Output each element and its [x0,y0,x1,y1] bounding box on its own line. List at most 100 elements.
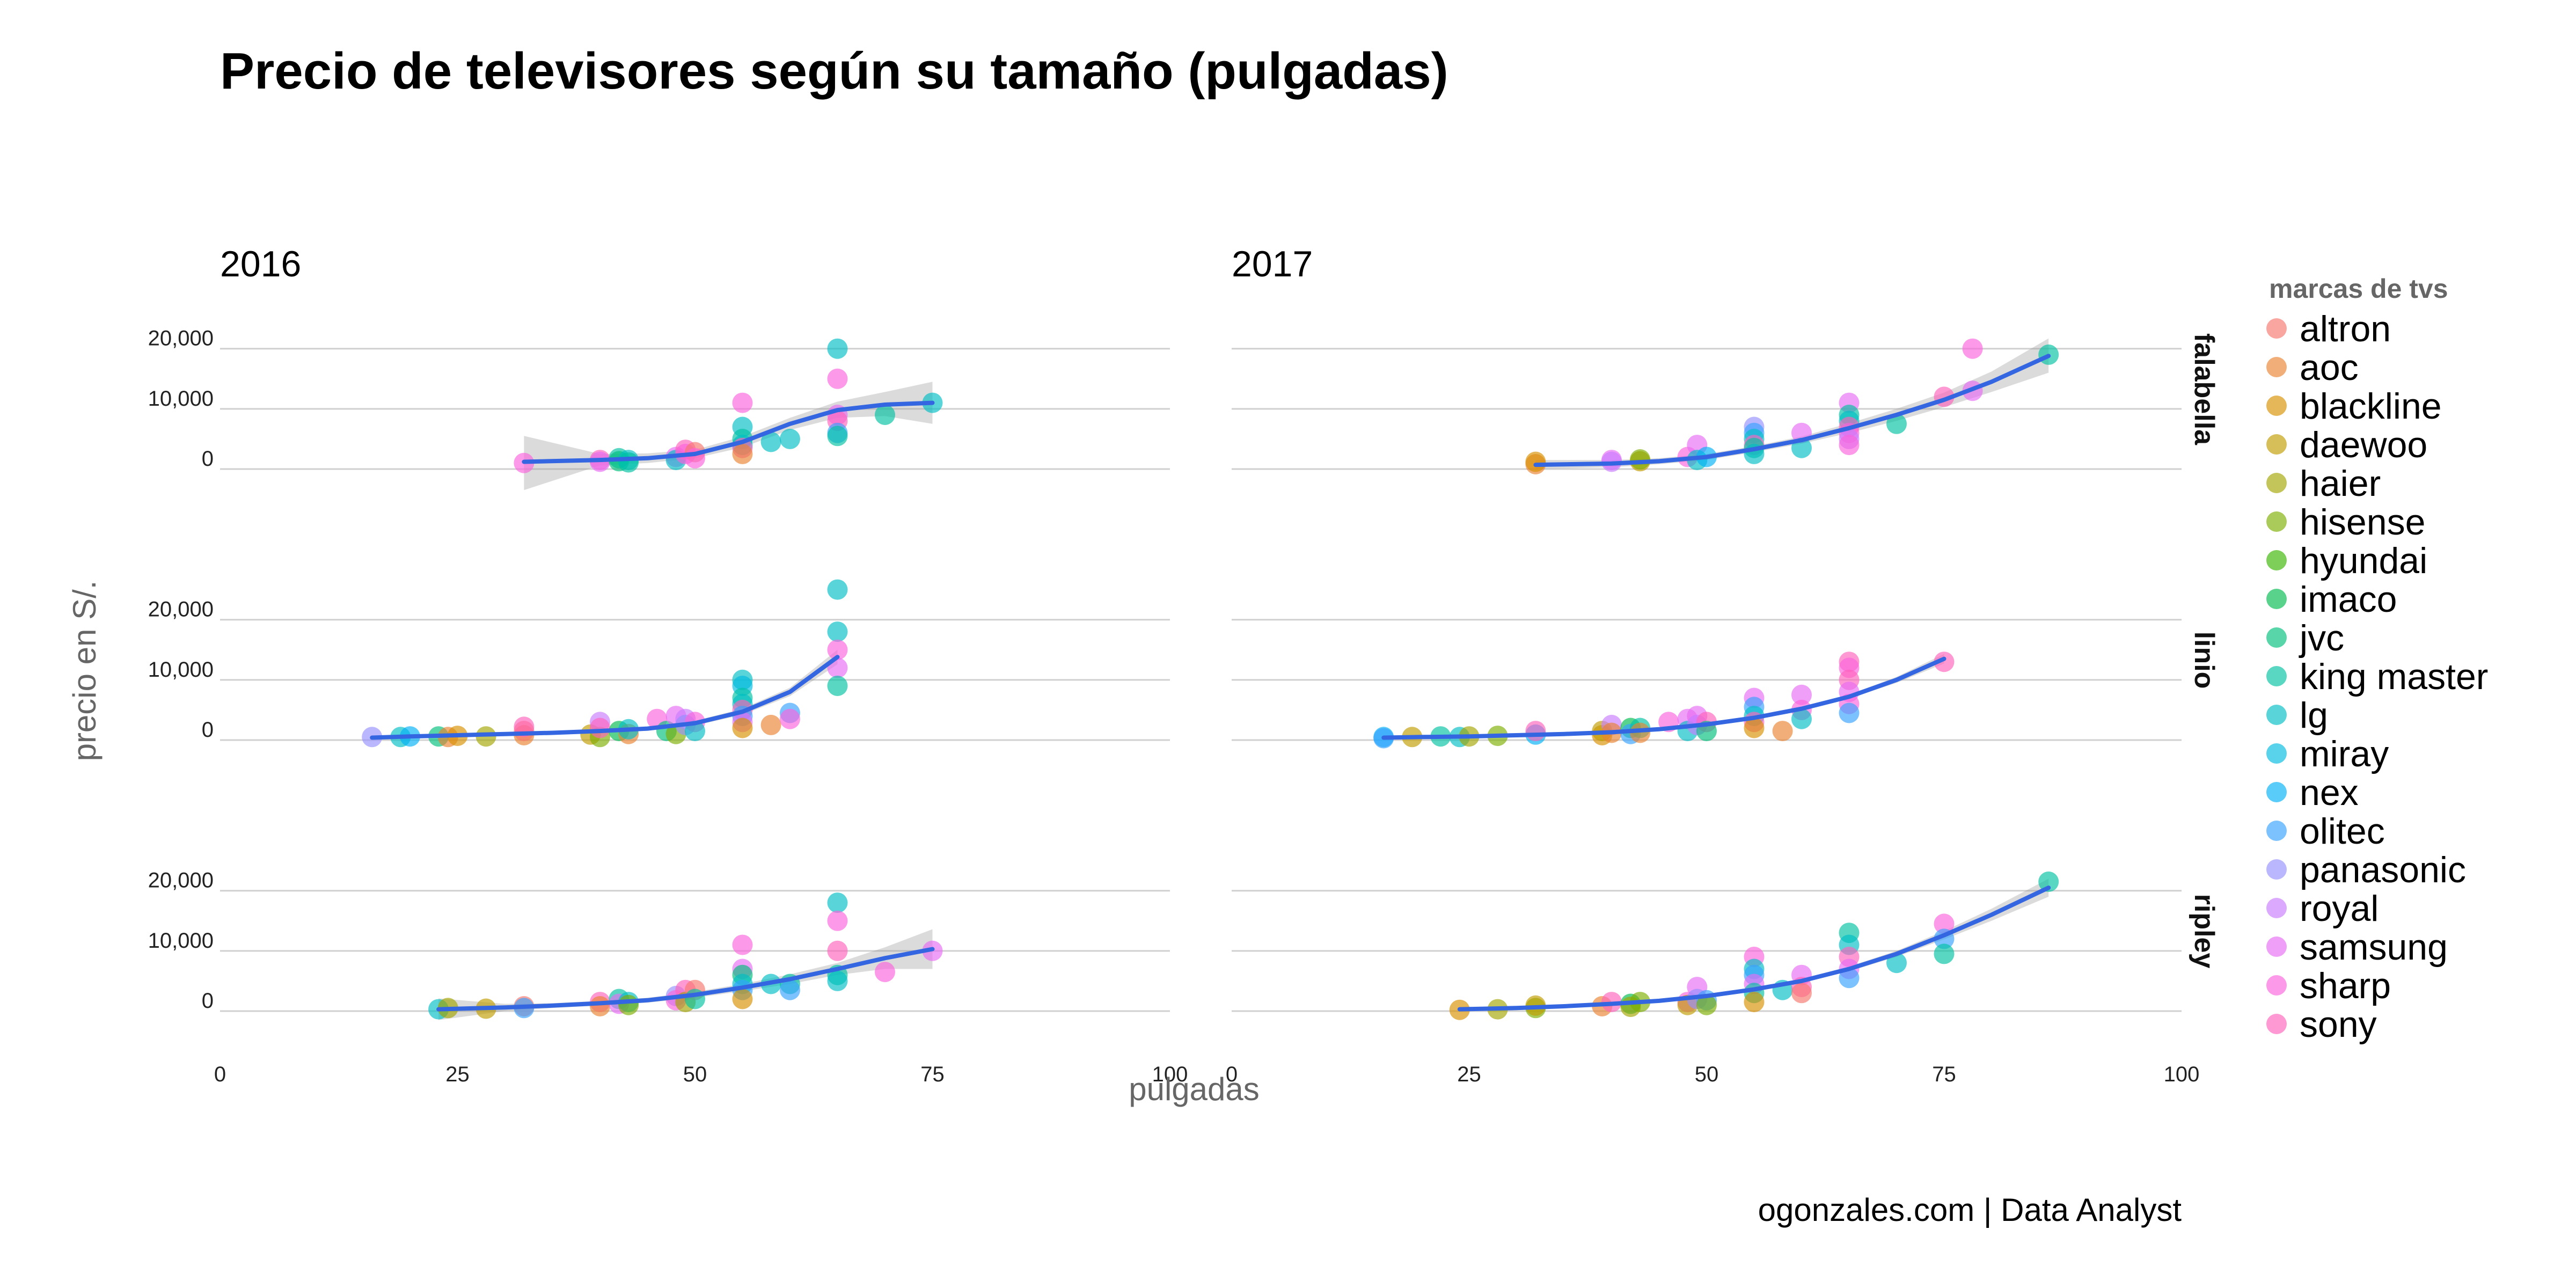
trend-line [1533,354,2051,467]
legend-label-hyundai: hyundai [2300,540,2427,581]
legend-key-royal [2266,898,2287,918]
legend-label-sharp: sharp [2300,965,2391,1006]
legend-key-king-master [2266,666,2287,686]
legend-key-samsung [2266,936,2287,957]
point-king-master [2038,871,2059,892]
y-tick-label: 20,000 [148,327,214,350]
x-axis-title: pulgadas [1129,1071,1260,1107]
trend-line [1457,885,2051,1012]
panel-2017-ripley [1232,871,2182,1020]
point-sony [1525,721,1546,742]
trend-line [436,947,935,1012]
point-blackline [732,718,753,738]
legend-label-altron: altron [2300,309,2391,349]
point-blackline [732,989,753,1009]
point-sharp [732,934,753,955]
x-tick-label: 0 [1226,1063,1238,1086]
y-tick-label: 20,000 [148,869,214,892]
x-axis: 0 25 50 75 100 0 25 50 75 100 [214,1063,2200,1086]
point-samsung [1791,684,1812,705]
trend-line [1381,656,1946,740]
facet-label-2016: 2016 [220,244,301,284]
chart-title: Precio de televisores según su tamaño (p… [220,42,1448,100]
point-king-master [827,426,848,447]
legend-key-altron [2266,318,2287,339]
x-tick-label: 0 [214,1063,226,1086]
legend-label-miray: miray [2300,734,2389,774]
legend-key-daewoo [2266,434,2287,455]
legend-key-hisense [2266,511,2287,532]
point-hisense [618,994,639,1015]
caption: ogonzales.com | Data Analyst [1758,1192,2182,1228]
trend-line [370,655,840,740]
legend-key-nex [2266,782,2287,802]
legend-label-aoc: aoc [2300,347,2359,388]
legend-label-samsung: samsung [2300,927,2448,968]
panel-2017-linio [1232,619,2182,749]
y-tick-label: 10,000 [148,658,214,682]
point-sharp [827,910,848,931]
legend-label-olitec: olitec [2300,811,2385,852]
point-aoc [590,996,610,1016]
panel-2016-ripley [220,890,1170,1020]
point-hisense [1696,994,1717,1015]
legend-label-jvc: jvc [2299,618,2344,658]
y-axis: 0 10,000 20,000 0 10,000 20,000 0 10,000 20,000 [148,327,214,1013]
point-olitec [780,979,800,1000]
legend-label-daewoo: daewoo [2300,425,2427,465]
legend-label-nex: nex [2300,772,2359,813]
point-sony [1934,652,1955,672]
point-king-master [827,676,848,696]
point-lg [827,621,848,642]
legend-key-sony [2266,1014,2287,1034]
legend-key-haier [2266,473,2287,493]
facet-strip-falabella: falabella [2189,333,2220,445]
point-aoc [732,443,753,464]
panel-2017-falabella [1232,338,2182,474]
point-lg [827,338,848,359]
point-lg [1886,953,1907,974]
point-sony [827,940,848,961]
point-sharp [1962,338,1983,359]
point-sony [590,718,610,738]
point-sharp [827,368,848,389]
x-tick-label: 75 [920,1063,945,1086]
point-sharp [875,962,895,983]
point-sharp [1839,435,1860,456]
point-olitec [1839,702,1860,723]
x-tick-label: 50 [1695,1063,1719,1086]
legend-label-blackline: blackline [2300,386,2442,427]
legend-key-olitec [2266,821,2287,841]
point-aoc [760,714,781,735]
legend-label-haier: haier [2300,463,2381,504]
x-tick-label: 100 [2164,1063,2200,1086]
point-blackline [1744,718,1765,738]
y-tick-label: 0 [202,447,214,471]
x-tick-label: 75 [1932,1063,1956,1086]
point-aoc [1772,721,1793,742]
legend-label-sony: sony [2300,1004,2377,1045]
point-hisense [1630,449,1651,470]
y-tick-label: 20,000 [148,598,214,621]
point-blackline [1744,992,1765,1013]
point-sharp [827,639,848,660]
legend-label-panasonic: panasonic [2300,850,2466,890]
legend-key-miray [2266,743,2287,764]
legend-key-blackline [2266,396,2287,416]
legend: marcas de tvs altronaocblacklinedaewooha… [2266,274,2488,1045]
legend-label-lg: lg [2300,695,2328,736]
y-tick-label: 0 [202,718,214,742]
legend-key-hyundai [2266,550,2287,570]
legend-key-lg [2266,705,2287,725]
legend-key-sharp [2266,975,2287,996]
point-olitec [1839,968,1860,989]
legend-title: marcas de tvs [2269,274,2448,304]
point-sharp [732,392,753,413]
point-king-master [1886,413,1907,434]
point-lg [827,579,848,600]
point-lg [760,431,781,452]
panel-2016-falabella [220,338,1170,491]
point-king-master [618,452,639,473]
confidence-band [524,382,933,491]
point-sharp [780,708,800,729]
